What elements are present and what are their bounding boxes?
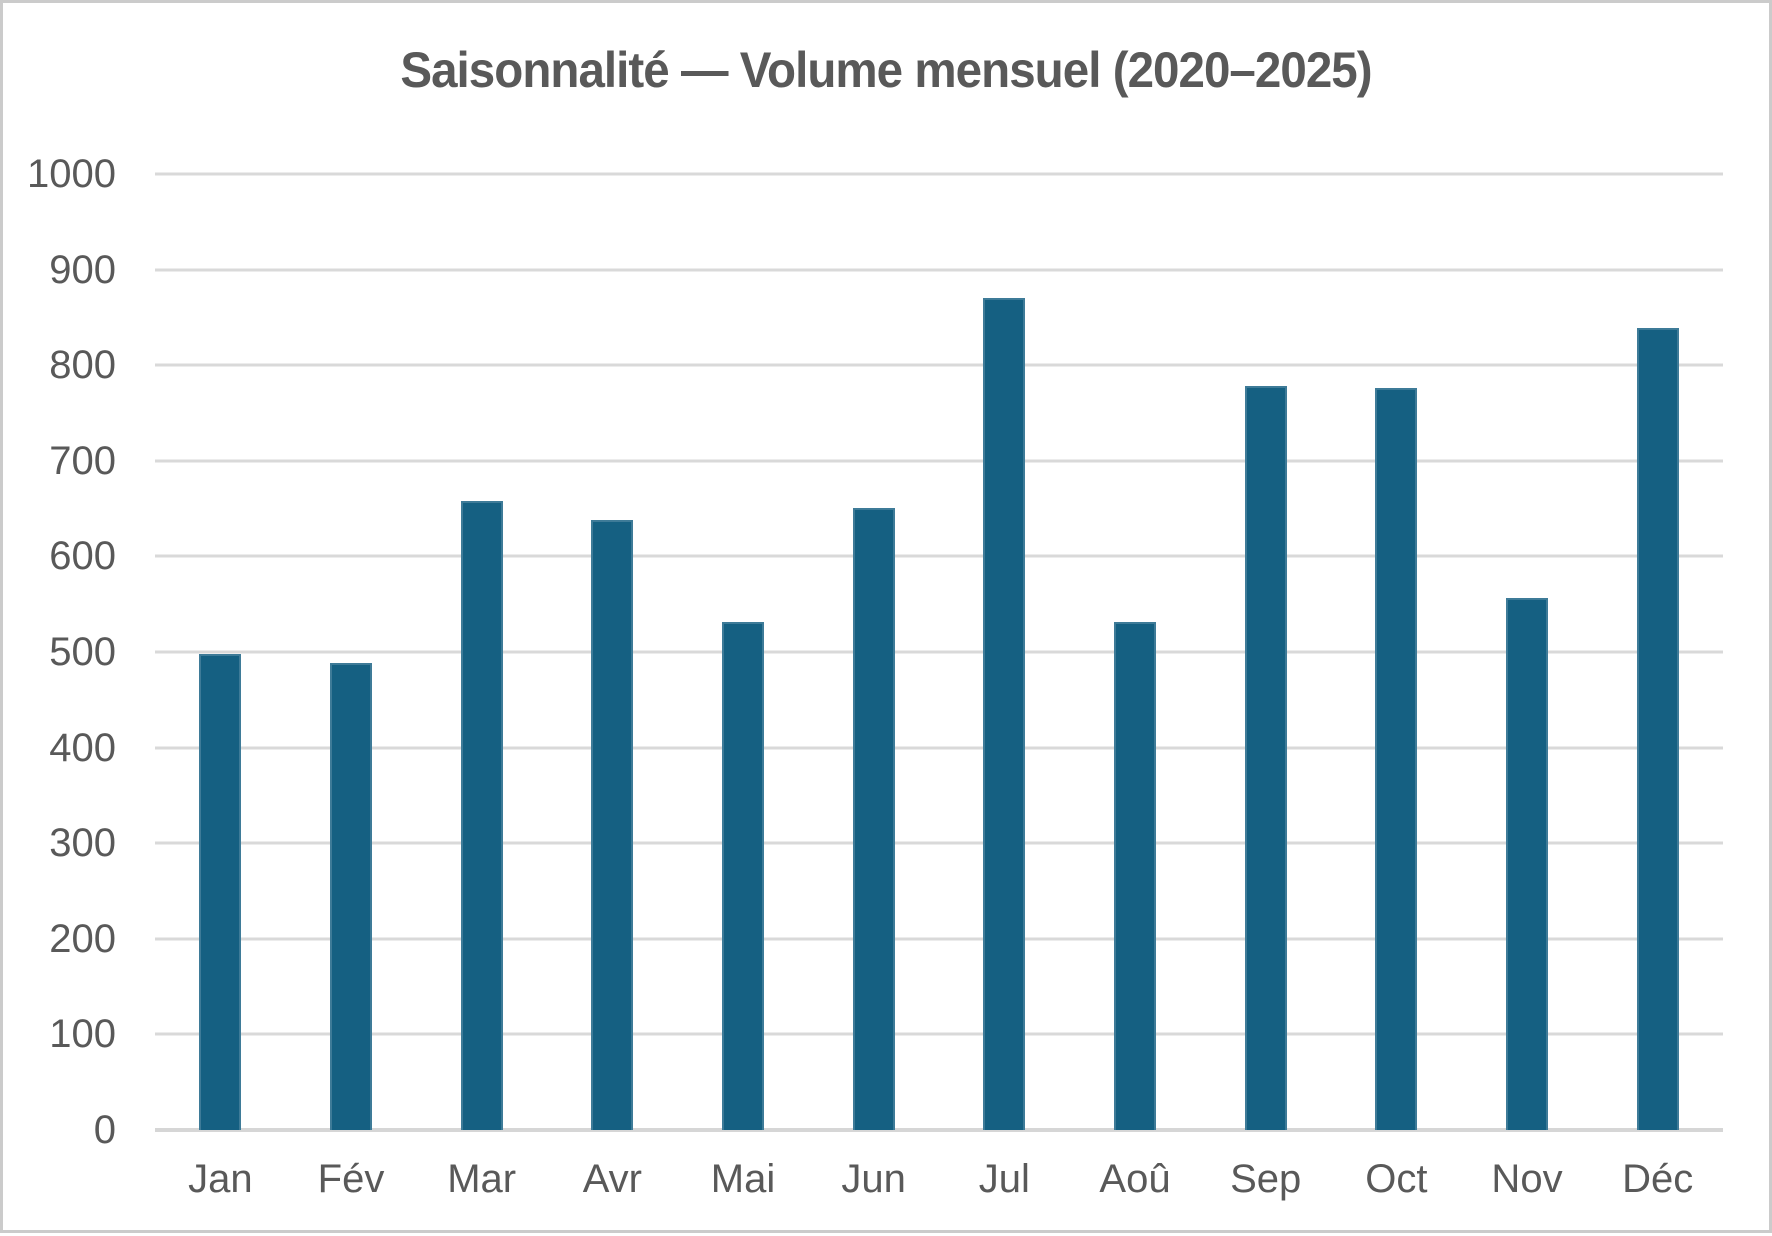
y-axis: 0 100 200 300 400 500 600 700 800 900 1000 bbox=[3, 3, 116, 1236]
y-tick-label-400: 400 bbox=[49, 725, 116, 770]
x-tick-label-mai: Mai bbox=[710, 1157, 776, 1201]
y-tick-label-300: 300 bbox=[49, 821, 116, 866]
y-tick-label-1000: 1000 bbox=[27, 152, 116, 196]
y-tick-label-100: 100 bbox=[49, 1012, 116, 1057]
bar-jan bbox=[199, 653, 242, 1130]
y-tick-label-700: 700 bbox=[49, 438, 116, 483]
x-tick-label-jul: Jul bbox=[978, 1157, 1030, 1201]
x-tick-label-déc: Déc bbox=[1622, 1157, 1694, 1201]
x-tick-label-nov: Nov bbox=[1491, 1157, 1563, 1201]
plot-area bbox=[155, 172, 1723, 1132]
bar-fév bbox=[330, 663, 372, 1130]
bar-oct bbox=[1375, 388, 1418, 1130]
bar-avr bbox=[591, 520, 634, 1130]
bar-déc bbox=[1636, 327, 1679, 1130]
x-tick-label-aoû: Aoû bbox=[1099, 1157, 1171, 1201]
x-tick-label-avr: Avr bbox=[582, 1157, 642, 1201]
y-tick-label-600: 600 bbox=[49, 534, 116, 579]
x-tick-label-mar: Mar bbox=[447, 1157, 517, 1201]
bar-mai bbox=[722, 622, 764, 1130]
bar-nov bbox=[1506, 597, 1548, 1130]
y-tick-label-200: 200 bbox=[49, 916, 116, 961]
y-tick-label-800: 800 bbox=[49, 343, 116, 388]
gridline-800 bbox=[155, 363, 1723, 367]
x-tick-label-jan: Jan bbox=[188, 1157, 253, 1201]
y-tick-label-900: 900 bbox=[49, 247, 116, 292]
gridline-700 bbox=[155, 459, 1723, 463]
gridline-900 bbox=[155, 268, 1723, 272]
gridline-600 bbox=[155, 554, 1723, 558]
gridline-500 bbox=[155, 650, 1723, 654]
gridline-1000 bbox=[155, 172, 1723, 176]
gridline-300 bbox=[155, 841, 1723, 845]
chart-title: Saisonnalité — Volume mensuel (2020–2025… bbox=[400, 42, 1372, 98]
gridline-200 bbox=[155, 937, 1723, 941]
bar-jul bbox=[983, 298, 1026, 1130]
x-tick-label-oct: Oct bbox=[1365, 1157, 1428, 1201]
bar-sep bbox=[1244, 386, 1287, 1130]
gridline-100 bbox=[155, 1032, 1723, 1036]
bar-mar bbox=[460, 500, 503, 1130]
x-axis-line bbox=[155, 1128, 1723, 1132]
y-tick-label-0: 0 bbox=[93, 1108, 116, 1152]
x-tick-label-sep: Sep bbox=[1230, 1157, 1302, 1201]
y-tick-label-500: 500 bbox=[49, 630, 116, 674]
bar-aoû bbox=[1114, 622, 1156, 1130]
bar-jun bbox=[852, 507, 895, 1130]
x-tick-label-jun: Jun bbox=[841, 1157, 906, 1201]
gridline-400 bbox=[155, 746, 1723, 750]
x-tick-label-fév: Fév bbox=[317, 1157, 385, 1201]
